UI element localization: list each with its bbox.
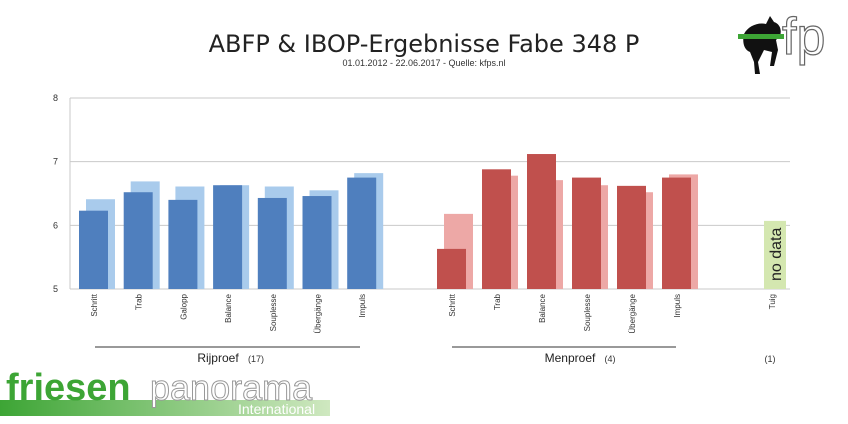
bar-rijproef-primary-5 [302,196,332,289]
bar-rijproef-primary-2 [168,199,198,289]
group-label-0: Rijproef [197,351,239,365]
no-data-annotation: no data [768,228,785,281]
category-labels: Schritt Trab Galopp Balance Souplesse Übergän… [90,293,777,333]
brand-light: panorama [150,367,313,408]
category-label-0-5: Übergänge [314,293,323,333]
horse-icon [743,16,781,74]
bar-rijproef-primary-1 [123,192,153,289]
friesenpanorama-logo: friesen panorama International [0,367,330,417]
category-label-1-0: Schritt [448,293,457,316]
bar-menproef-primary-3 [572,177,601,289]
brand-sub: International [238,401,315,417]
category-label-0-3: Balance [224,293,233,322]
group-count-1: (4) [605,354,616,364]
group-count-2: (1) [765,354,776,364]
category-label-1-4: Übergänge [628,293,637,333]
category-label-1-3: Souplesse [583,293,592,331]
bar-menproef-primary-5 [662,177,691,289]
bar-rijproef-primary-0 [79,210,108,289]
category-label-0-2: Galopp [179,293,188,319]
fp-logo: fp [738,7,826,74]
y-tick-label-6: 6 [53,220,58,230]
bar-rijproef-primary-6 [347,177,377,289]
bar-menproef-primary-4 [617,185,646,289]
y-tick-label-7: 7 [53,157,58,167]
logo-green-bar [738,34,784,39]
category-label-1-5: Impuls [673,294,682,318]
brand-gradient-bar [0,400,330,416]
y-tick-label-5: 5 [53,284,58,294]
chart-subtitle: 01.01.2012 - 22.06.2017 - Quelle: kfps.n… [342,58,506,68]
brand-bold: friesen [6,367,131,409]
bar-rijproef-primary-3 [213,185,243,289]
category-label-0-1: Trab [135,293,144,310]
category-label-2-0: Tuig [768,294,777,309]
category-label-0-6: Impuls [358,294,367,318]
bar-menproef-primary-1 [482,169,511,289]
group-count-0: (17) [248,354,264,364]
category-label-1-2: Balance [538,293,547,322]
category-label-0-4: Souplesse [269,293,278,331]
chart-title: ABFP & IBOP-Ergebnisse Fabe 348 P [208,30,640,58]
fp-letters: fp [782,8,825,66]
category-label-1-1: Trab [493,293,502,310]
y-tick-label-8: 8 [53,93,58,103]
group-label-1: Menproef [545,351,596,365]
bar-menproef-primary-0 [437,248,466,289]
category-label-0-0: Schritt [90,293,99,316]
group-labels: Rijproef (17) Menproef (4) (1) [95,346,776,365]
bar-menproef-primary-2 [527,154,556,289]
no-data-box [764,220,786,289]
bars: no data [79,154,786,289]
bar-rijproef-primary-4 [257,197,287,289]
